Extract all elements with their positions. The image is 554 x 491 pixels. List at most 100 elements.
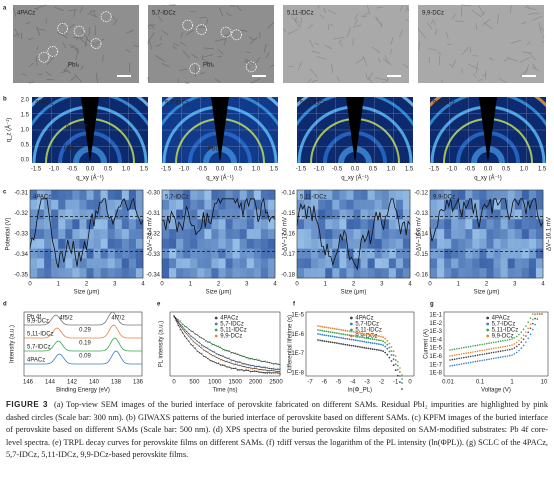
giwaxs-image: [162, 97, 278, 163]
grain-boundary: [191, 53, 199, 59]
kpfm-pixel: [318, 248, 326, 259]
x-tick-label: 138: [111, 380, 122, 386]
kpfm-pixel: [472, 219, 480, 230]
kpfm-pixel: [367, 190, 375, 201]
grain-boundary: [362, 55, 368, 66]
kpfm-pixel: [190, 268, 198, 279]
y-axis-label: Potential (V): [6, 217, 12, 250]
kpfm-pixel: [437, 238, 445, 249]
kpfm-pixel: [72, 209, 80, 220]
kpfm-pixel: [93, 238, 101, 249]
kpfm-pixel: [190, 248, 198, 259]
grain-boundary: [378, 57, 381, 63]
kpfm-pixel: [65, 248, 73, 259]
kpfm-pixel: [114, 190, 123, 201]
kpfm-pixel: [86, 199, 94, 210]
iv-point: [511, 354, 513, 356]
kpfm-pixel: [395, 229, 404, 240]
lifetime-point: [390, 346, 393, 348]
x-tick-label: -1.0: [179, 167, 190, 173]
kpfm-pixel: [128, 238, 137, 249]
kpfm-pixel: [121, 209, 130, 220]
frame: [429, 189, 544, 279]
grain-boundary: [375, 77, 386, 81]
x-tick-label: 1.5: [538, 167, 547, 173]
decay-point: [249, 368, 252, 370]
iv-point: [474, 354, 477, 357]
kpfm-pixel: [535, 248, 544, 259]
lifetime-point: [384, 337, 387, 340]
kpfm-pixel: [183, 199, 191, 210]
kpfm-pixel: [225, 238, 233, 249]
kpfm-pixel: [176, 258, 184, 269]
annotation: PbI₂: [203, 63, 215, 69]
kpfm-pixel: [430, 258, 438, 269]
xps-spectrum: [24, 324, 142, 339]
legend-marker: [214, 322, 218, 326]
kpfm-pixel: [325, 268, 333, 279]
lifetime-point: [354, 345, 357, 348]
kpfm-pixel: [253, 199, 262, 210]
kpfm-pixel: [500, 258, 508, 269]
kpfm-pixel: [458, 219, 466, 230]
grain-boundary: [420, 31, 426, 39]
iv-point: [463, 362, 465, 365]
kpfm-pixel: [528, 248, 537, 259]
kpfm-pixel: [353, 238, 361, 249]
iv-point: [495, 351, 497, 353]
grain-boundary: [199, 16, 207, 19]
kpfm-pixel: [93, 209, 101, 220]
x-tick-label: 0.0: [484, 167, 493, 173]
decay-point: [279, 368, 281, 370]
caption-text: (a) Top-view SEM images of the buried in…: [6, 400, 548, 460]
kpfm-pixel: [500, 238, 508, 249]
legend-label: 5,7-IDCz: [355, 322, 379, 328]
grain-boundary: [287, 28, 299, 35]
potential-delta: ΔV~16.6 mV: [417, 217, 423, 251]
lifetime-point: [352, 345, 355, 347]
grain-boundary: [265, 52, 270, 59]
lifetime-point: [342, 333, 345, 336]
kpfm-pixel: [479, 268, 487, 279]
kpfm-pixel: [521, 209, 530, 220]
kpfm-pixel: [486, 248, 494, 259]
iv-point: [529, 323, 532, 326]
iv-point: [451, 354, 454, 357]
pbi2-marker: [182, 19, 194, 31]
kpfm-pixel: [507, 229, 516, 240]
kpfm-pixel: [528, 209, 537, 220]
kpfm-pixel: [458, 190, 466, 201]
kpfm-pixel: [304, 209, 312, 220]
kpfm-pixel: [100, 229, 108, 240]
kpfm-pixel: [211, 258, 219, 269]
kpfm-pixel: [486, 258, 494, 269]
x-tick-label: 3: [113, 282, 117, 288]
iv-point: [449, 359, 451, 361]
kpfm-pixel: [297, 248, 305, 259]
x-tick-label: 3: [245, 282, 249, 288]
kpfm-pixel: [197, 190, 205, 201]
grain-boundary: [202, 58, 212, 65]
grain-boundary: [460, 6, 463, 18]
kpfm-pixel: [514, 238, 523, 249]
kpfm-pixel: [86, 238, 94, 249]
kpfm-pixel: [528, 229, 537, 240]
iv-point: [541, 313, 543, 315]
decay-point: [205, 340, 207, 343]
lifetime-point: [361, 336, 363, 339]
grain-boundary: [478, 5, 485, 16]
kpfm-pixel: [521, 258, 530, 269]
x-tick-label: 1: [457, 282, 461, 288]
grain-boundary: [62, 42, 67, 49]
kpfm-pixel: [93, 229, 101, 240]
kpfm-pixel: [37, 229, 45, 240]
potential-profile: [161, 197, 276, 236]
kpfm-pixel: [332, 209, 340, 220]
kpfm-pixel: [246, 258, 255, 269]
kpfm-pixel: [239, 229, 248, 240]
kpfm-pixel: [239, 268, 248, 279]
iv-point: [506, 345, 509, 347]
panel-letter: d: [3, 302, 7, 308]
kpfm-pixel: [100, 209, 108, 220]
y-tick-label: -0.15: [281, 211, 295, 217]
